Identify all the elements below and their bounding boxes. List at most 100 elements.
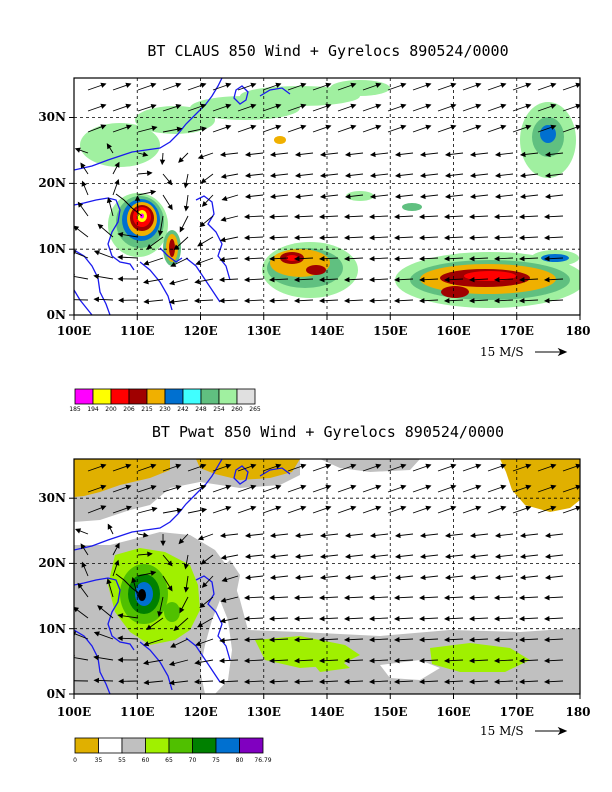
- wind-vector-head: [544, 172, 551, 179]
- wind-vector-head: [150, 570, 157, 576]
- colorbar-tick-label: 76.79: [254, 757, 271, 764]
- wind-vector-head: [118, 678, 124, 685]
- colorbar-tick-label: 60: [142, 757, 150, 764]
- wind-vector-head: [469, 297, 475, 304]
- wind-vector-head: [244, 255, 250, 262]
- colorbar-swatch: [74, 737, 99, 754]
- wind-vector-head: [319, 657, 325, 664]
- wind-vector-head: [469, 213, 475, 220]
- wind-vector-head: [294, 553, 301, 560]
- wind-vector-head: [118, 297, 124, 304]
- wind-vector-head: [225, 82, 232, 88]
- colorbar-swatch: [128, 388, 148, 405]
- wind-vector-head: [131, 576, 137, 583]
- wind-vector-head: [175, 463, 182, 469]
- colorbar-swatch: [182, 388, 202, 405]
- wind-vector-head: [244, 151, 251, 158]
- wind-vector-head: [117, 613, 124, 619]
- wind-vector-head: [294, 297, 300, 304]
- wind-vector-head: [220, 554, 227, 560]
- wind-vector-head: [194, 297, 200, 304]
- wind-vector-head: [575, 484, 580, 490]
- wind-vector-head: [469, 678, 475, 685]
- x-tick-label: 100E: [57, 705, 91, 719]
- chart-title-bottom: BT Pwat 850 Wind + Gyrelocs 890524/0000: [152, 423, 504, 441]
- x-tick-label: 150E: [373, 324, 407, 338]
- wind-vector-head: [150, 463, 157, 469]
- wind-vector-head: [325, 103, 332, 109]
- wind-vector-head: [544, 678, 550, 685]
- wind-vector-head: [250, 103, 257, 109]
- wind-vector-head: [419, 678, 425, 685]
- wind-vector-head: [300, 124, 307, 130]
- wind-vector-head: [369, 193, 376, 200]
- wind-vector-head: [183, 205, 190, 212]
- wind-vector-head: [575, 463, 580, 469]
- wind-vector-head: [350, 124, 357, 130]
- wind-vector-head: [244, 193, 251, 200]
- wind-vector-head: [294, 574, 301, 581]
- wind-vector-head: [294, 255, 300, 262]
- wind-vector-head: [117, 635, 123, 641]
- wind-vector-head: [294, 615, 300, 622]
- colorbar-tick-label: 200: [105, 406, 117, 413]
- wind-vector-head: [344, 213, 350, 220]
- wind-vector-head: [344, 594, 350, 601]
- wind-vector-head: [225, 505, 232, 512]
- wind-vector-head: [419, 193, 426, 200]
- wind-vector-head: [575, 82, 580, 88]
- wind-vector-head: [494, 532, 501, 539]
- wind-vector-head: [325, 484, 332, 490]
- wind-vector-head: [97, 605, 104, 611]
- wind-vector-head: [319, 255, 325, 262]
- wind-vector-head: [519, 255, 525, 262]
- wind-vector-head: [350, 484, 357, 490]
- wind-vector-head: [80, 162, 86, 169]
- wind-vector-head: [199, 221, 206, 228]
- colorbar-swatch: [92, 388, 112, 405]
- wind-vector-head: [525, 103, 532, 109]
- y-tick-label: 0N: [47, 308, 66, 322]
- y-tick-label: 10N: [38, 242, 66, 256]
- colorbar-swatch: [164, 388, 184, 405]
- wind-vector-head: [173, 625, 180, 631]
- wind-vector-head: [150, 103, 157, 110]
- colorbar-tick-label: 65: [165, 757, 173, 764]
- wind-vector-head: [150, 82, 157, 88]
- wind-vector-head: [494, 678, 500, 685]
- wind-vector-head: [344, 172, 351, 179]
- wind-vector-head: [319, 172, 326, 179]
- wind-vector-head: [469, 532, 476, 539]
- wind-vector-head: [519, 213, 525, 220]
- x-tick-label: 180: [565, 324, 590, 338]
- x-tick-label: 100E: [57, 324, 91, 338]
- wind-vector-head: [500, 103, 507, 109]
- wind-vector-head: [319, 276, 325, 283]
- wind-vector-head: [201, 201, 208, 207]
- wind-vector-head: [143, 679, 150, 686]
- wind-vector-head: [494, 594, 500, 601]
- wind-vector-head: [494, 172, 501, 179]
- wind-vector-head: [519, 297, 525, 304]
- wind-vector-head: [93, 654, 100, 661]
- wind-vector-head: [300, 103, 307, 109]
- wind-vector-head: [544, 657, 550, 664]
- wind-vector-head: [544, 213, 550, 220]
- wind-vector-head: [250, 124, 257, 130]
- colorbar-tick-label: 80: [236, 757, 244, 764]
- wind-vector-head: [400, 484, 407, 490]
- wind-vector-head: [525, 82, 532, 88]
- wind-vector-head: [269, 574, 276, 581]
- wind-vector-head: [344, 255, 350, 262]
- wind-vector-head: [250, 82, 257, 88]
- wind-vector-head: [269, 615, 275, 622]
- wind-vector-head: [77, 201, 84, 208]
- wind-vector-head: [200, 177, 207, 184]
- wind-vector-head: [269, 636, 275, 643]
- wind-vector-head: [369, 297, 375, 304]
- wind-vector-head: [100, 124, 107, 130]
- colorbar-tick-label: 206: [123, 406, 135, 413]
- wind-vector-head: [400, 463, 407, 469]
- wind-vector-head: [269, 255, 275, 262]
- y-tick-label: 20N: [38, 556, 66, 570]
